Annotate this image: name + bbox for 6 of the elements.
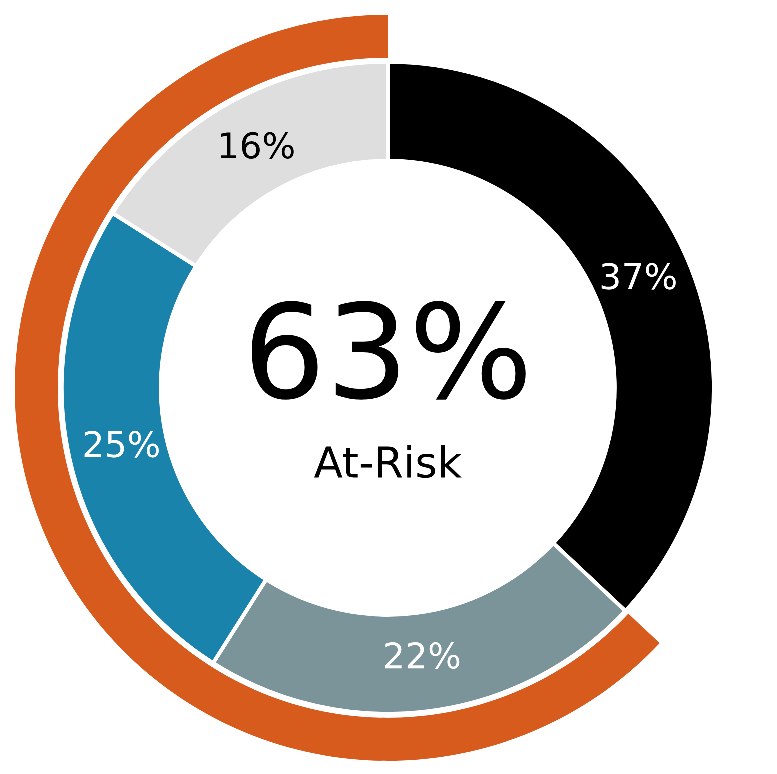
- data-label: 37%: [602, 263, 676, 290]
- text: At-Risk: [314, 446, 462, 478]
- data-label: 22%: [385, 642, 460, 670]
- data-label: 16%: [221, 132, 294, 160]
- data-label: 25%: [84, 431, 159, 458]
- data-label: 63%: [252, 301, 526, 400]
